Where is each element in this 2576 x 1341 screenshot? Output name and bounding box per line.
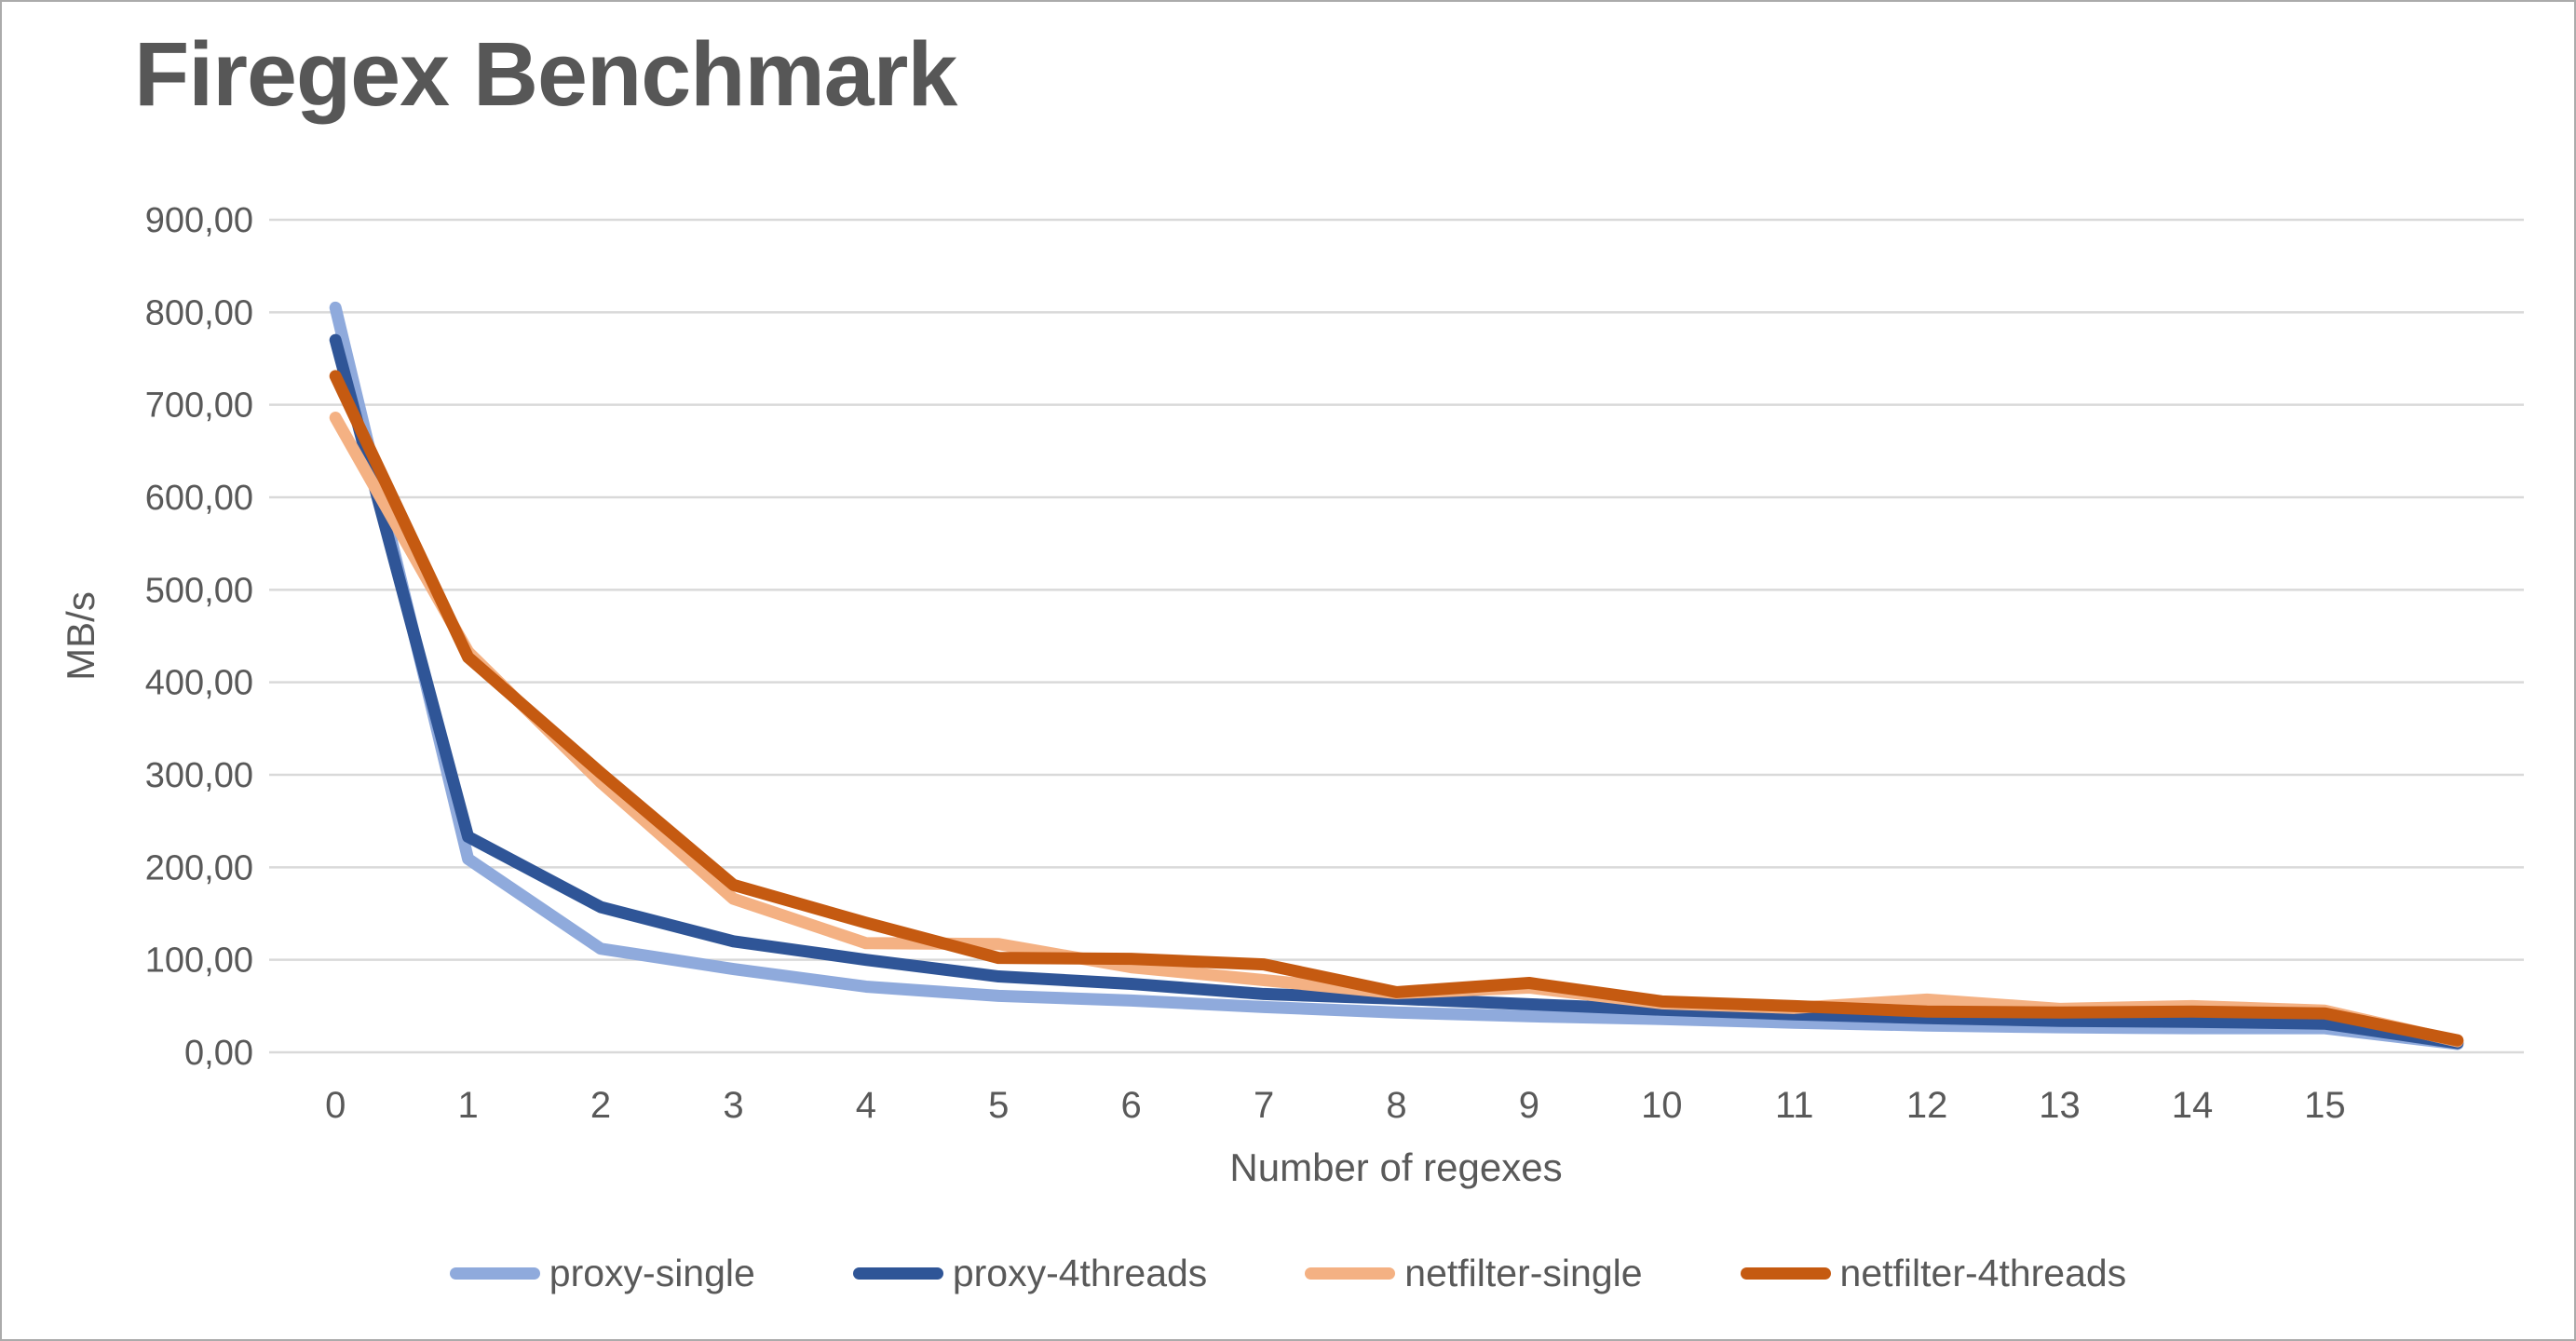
y-tick-label: 500,00 (145, 571, 253, 610)
series-line-proxy-single (329, 301, 2464, 1050)
legend-label: proxy-single (549, 1252, 755, 1294)
x-tick-label: 14 (2172, 1085, 2214, 1126)
series-line-proxy-4threads (329, 333, 2464, 1050)
legend-item-proxy-single: proxy-single (449, 1252, 755, 1295)
y-tick-label: 800,00 (145, 293, 253, 332)
y-tick-label: 700,00 (145, 386, 253, 426)
y-tick-label: 0,00 (184, 1034, 253, 1073)
x-tick-label: 3 (723, 1085, 743, 1126)
x-tick-label: 4 (856, 1085, 876, 1126)
series-line-netfilter-4threads (329, 370, 2464, 1047)
legend-swatch-netfilter-4threads (1740, 1267, 1831, 1280)
x-tick-label: 7 (1254, 1085, 1274, 1126)
y-tick-label: 200,00 (145, 848, 253, 887)
x-tick-label: 8 (1386, 1085, 1406, 1126)
x-tick-label: 13 (2039, 1085, 2081, 1126)
y-tick-label: 900,00 (145, 201, 253, 240)
x-tick-label: 5 (988, 1085, 1009, 1126)
legend-item-netfilter-4threads: netfilter-4threads (1740, 1252, 2127, 1295)
x-tick-label: 0 (325, 1085, 346, 1126)
y-tick-label: 300,00 (145, 756, 253, 795)
x-axis-title: Number of regexes (1229, 1145, 1563, 1189)
x-tick-label: 9 (1519, 1085, 1539, 1126)
legend-label: proxy-4threads (952, 1252, 1208, 1294)
legend-swatch-proxy-4threads (852, 1267, 943, 1280)
y-tick-label: 400,00 (145, 664, 253, 703)
x-tick-label: 10 (1641, 1085, 1683, 1126)
legend-item-netfilter-single: netfilter-single (1305, 1252, 1643, 1295)
y-axis-title: MB/s (59, 591, 102, 681)
y-tick-label: 600,00 (145, 479, 253, 518)
legend-swatch-netfilter-single (1305, 1267, 1396, 1280)
x-tick-label: 2 (590, 1085, 611, 1126)
x-tick-label: 6 (1121, 1085, 1142, 1126)
x-tick-label: 11 (1775, 1085, 1814, 1126)
series-line-netfilter-single (329, 412, 2464, 1048)
chart-title: Firegex Benchmark (134, 23, 957, 125)
x-tick-label: 12 (1906, 1085, 1948, 1126)
y-tick-label: 100,00 (145, 941, 253, 981)
legend-item-proxy-4threads: proxy-4threads (852, 1252, 1208, 1295)
legend-swatch-proxy-single (449, 1267, 540, 1280)
chart-legend: proxy-single proxy-4threads netfilter-sing… (2, 1252, 2574, 1295)
x-tick-label: 15 (2304, 1085, 2346, 1126)
legend-label: netfilter-single (1404, 1252, 1643, 1294)
x-tick-label: 1 (457, 1085, 478, 1126)
legend-label: netfilter-4threads (1839, 1252, 2127, 1294)
